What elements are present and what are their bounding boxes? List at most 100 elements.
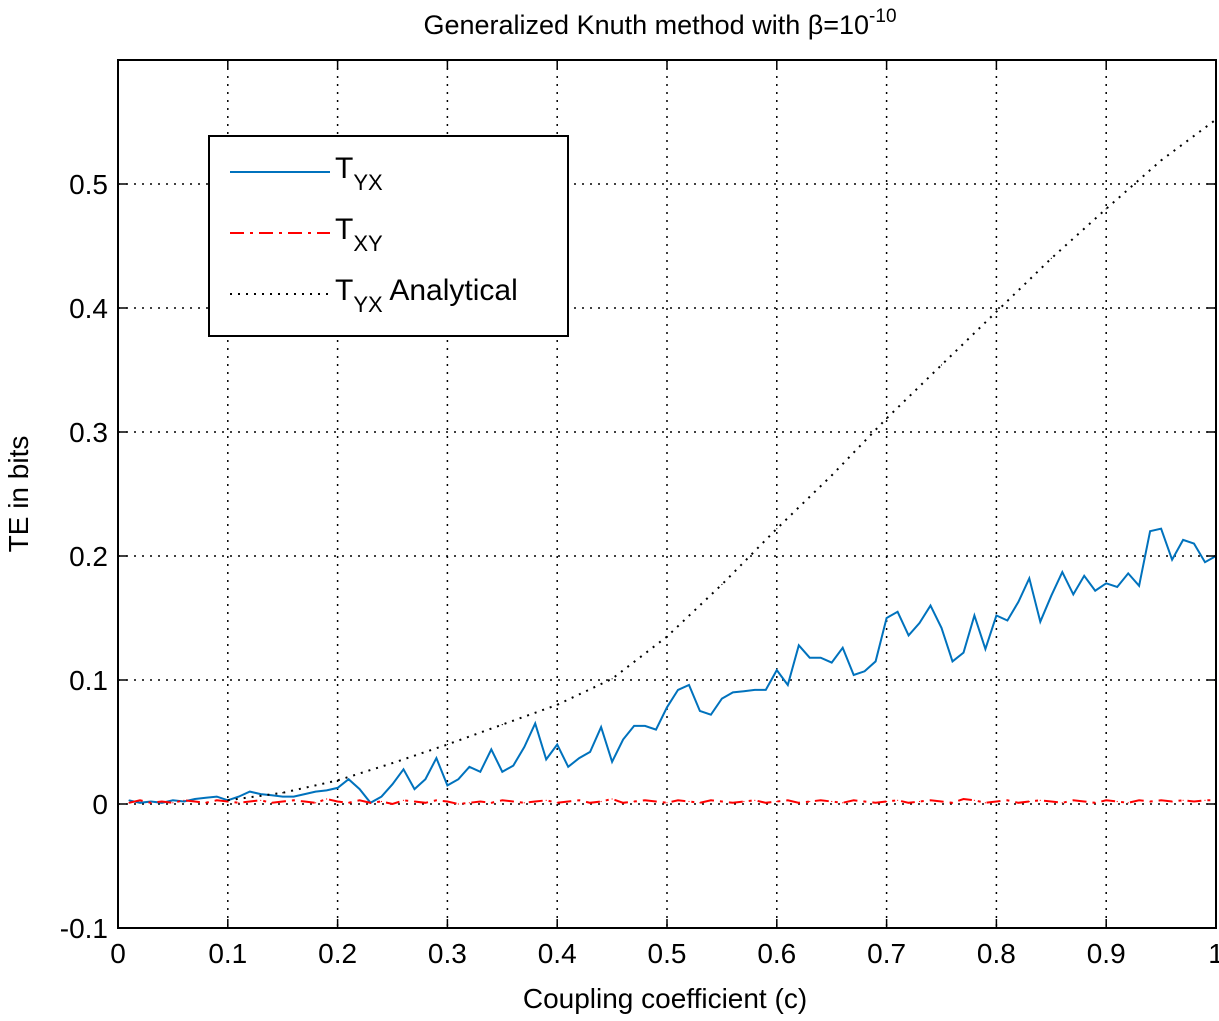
data-point xyxy=(732,802,734,804)
data-point xyxy=(490,802,492,804)
data-point xyxy=(380,800,383,803)
data-point xyxy=(1094,802,1096,804)
legend-label: TYX Analytical xyxy=(335,274,518,317)
data-point xyxy=(501,724,503,726)
data-point xyxy=(1193,543,1195,545)
data-point xyxy=(369,802,372,804)
data-point xyxy=(721,583,723,586)
data-point xyxy=(1149,800,1151,803)
y-axis-label: TE in bits xyxy=(3,436,34,553)
data-point xyxy=(908,634,910,637)
legend-label-name: T xyxy=(335,152,353,185)
data-point xyxy=(139,802,141,804)
data-point xyxy=(677,799,679,801)
data-point xyxy=(589,802,591,804)
data-point xyxy=(194,798,196,800)
data-point xyxy=(413,788,416,790)
data-point xyxy=(435,799,437,801)
data-point xyxy=(1182,799,1184,801)
data-point xyxy=(479,800,481,803)
data-point xyxy=(238,796,240,798)
data-point xyxy=(940,364,943,366)
data-point xyxy=(655,729,657,731)
data-point xyxy=(446,784,448,787)
data-point xyxy=(962,652,965,654)
data-point xyxy=(1204,799,1206,801)
data-point xyxy=(765,689,767,691)
data-point xyxy=(842,647,844,649)
data-point xyxy=(326,798,328,800)
data-point xyxy=(183,799,185,801)
x-tick-label: 0.8 xyxy=(977,938,1016,969)
data-point xyxy=(1006,799,1009,801)
data-point xyxy=(929,605,932,607)
data-point xyxy=(853,799,855,801)
data-point xyxy=(820,799,822,801)
data-point xyxy=(501,771,503,773)
y-tick-label: 0.3 xyxy=(69,417,108,448)
chart-title: Generalized Knuth method with β=10-10 xyxy=(423,6,896,40)
data-point xyxy=(1105,799,1107,801)
data-point xyxy=(545,799,547,801)
data-point xyxy=(545,758,547,761)
data-point xyxy=(128,799,130,801)
data-point xyxy=(1061,802,1063,804)
chart-title-superscript: -10 xyxy=(869,6,896,27)
y-tick-label: 0.1 xyxy=(69,665,108,696)
data-point xyxy=(205,802,207,804)
y-tick-label: 0 xyxy=(92,789,108,820)
data-point xyxy=(1072,593,1074,596)
data-point xyxy=(611,761,613,763)
data-point xyxy=(765,802,767,804)
data-point xyxy=(1204,561,1206,563)
data-point xyxy=(293,799,295,801)
x-tick-label: 0.4 xyxy=(538,938,577,969)
data-point xyxy=(534,722,536,725)
data-point xyxy=(457,778,459,780)
data-point xyxy=(710,799,712,801)
data-point xyxy=(721,698,723,700)
data-point xyxy=(688,684,690,686)
data-point xyxy=(567,800,569,803)
legend-label-subscript: YX xyxy=(353,170,383,195)
data-point xyxy=(699,710,701,712)
data-point xyxy=(633,800,635,803)
data-point xyxy=(556,704,558,706)
data-point xyxy=(534,800,536,803)
x-tick-label: 0 xyxy=(110,938,126,969)
data-point xyxy=(995,311,998,313)
data-point xyxy=(1083,800,1085,803)
x-axis-label: Coupling coefficient (c) xyxy=(523,983,807,1014)
data-point xyxy=(446,743,448,746)
data-point xyxy=(183,800,185,803)
data-point xyxy=(282,796,284,798)
data-point xyxy=(1127,802,1129,804)
data-point xyxy=(831,474,833,476)
data-point xyxy=(479,771,481,773)
data-point xyxy=(897,799,899,801)
data-point xyxy=(721,800,723,803)
data-point xyxy=(875,660,877,663)
data-point xyxy=(238,802,240,804)
data-point xyxy=(293,796,295,798)
data-point xyxy=(424,802,426,804)
data-point xyxy=(161,800,163,803)
data-point xyxy=(523,746,525,748)
data-point xyxy=(216,796,218,798)
data-point xyxy=(1028,577,1030,579)
data-point xyxy=(1149,530,1151,532)
data-point xyxy=(457,803,459,805)
series-1 xyxy=(128,797,1217,806)
data-point xyxy=(754,799,756,801)
x-tick-label: 0.2 xyxy=(318,938,357,969)
legend-label-name: T xyxy=(335,213,353,246)
data-point xyxy=(918,800,921,803)
data-point xyxy=(600,726,602,728)
data-point xyxy=(260,793,262,795)
data-point xyxy=(666,706,668,708)
data-point xyxy=(962,798,965,800)
data-point xyxy=(139,799,141,801)
data-point xyxy=(1160,528,1162,530)
